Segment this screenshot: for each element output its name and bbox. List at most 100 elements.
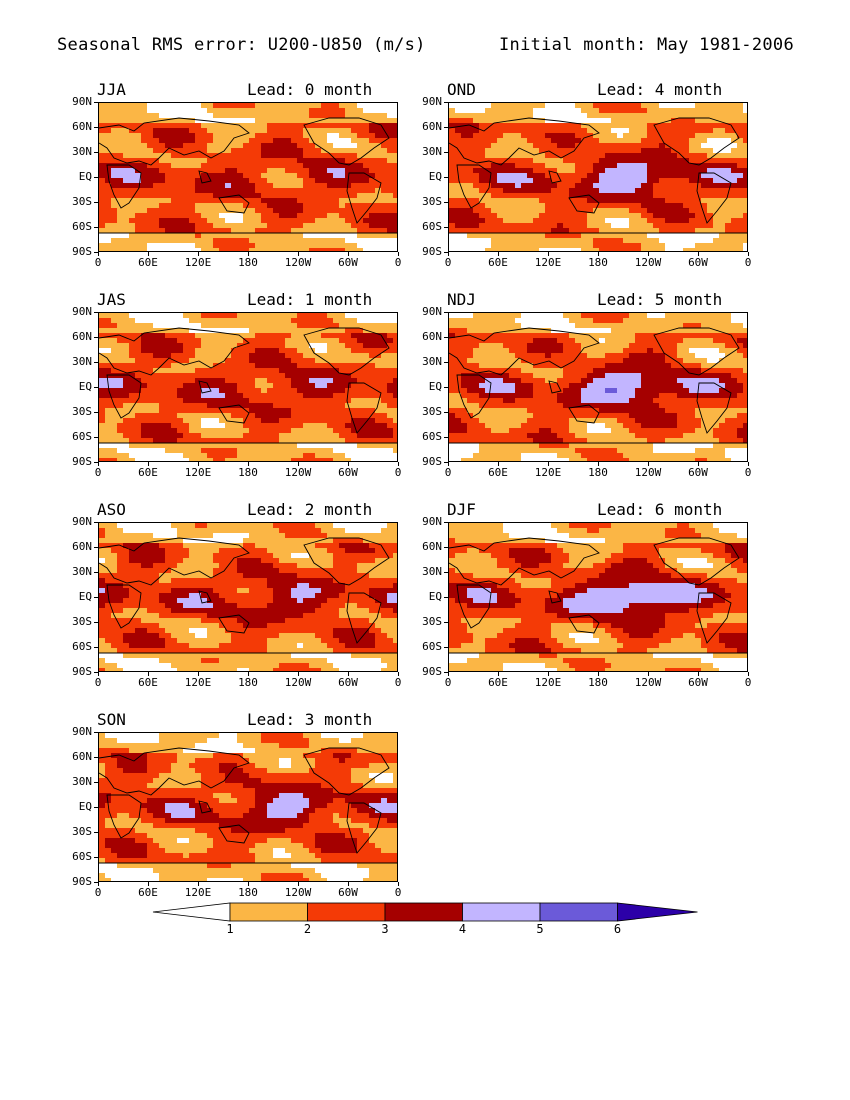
lat-tick-label: 60N [422,540,442,553]
lon-tick-mark [598,672,599,676]
lon-tick-mark [148,462,149,466]
panel-season-label: DJF [447,500,476,519]
lon-tick-label: 60E [138,886,158,899]
lon-tick-label: 0 [94,256,102,269]
lon-tick-mark [498,672,499,676]
lat-tick-label: 90N [72,305,92,318]
lat-tick-label: 30S [422,195,442,208]
error-field-map [449,103,747,251]
lat-tick-label: 30S [72,825,92,838]
lat-tick-mark [94,437,98,438]
panel-lead-label: Lead: 4 month [597,80,723,99]
panel-season-label: NDJ [447,290,476,309]
panel-season-label: JAS [97,290,126,309]
lat-tick-mark [444,177,448,178]
lon-tick-label: 0 [744,466,752,479]
lon-tick-mark [98,882,99,886]
lon-tick-mark [348,462,349,466]
lon-tick-mark [648,672,649,676]
panel-lead-label: Lead: 3 month [247,710,373,729]
lon-tick-mark [748,672,749,676]
lat-tick-mark [94,832,98,833]
lon-tick-mark [548,252,549,256]
lon-tick-mark [398,672,399,676]
lon-tick-mark [498,462,499,466]
lat-tick-mark [94,647,98,648]
panel-lead-label: Lead: 2 month [247,500,373,519]
lat-tick-mark [444,102,448,103]
lat-tick-label: 90N [72,515,92,528]
lon-tick-label: 180 [238,466,258,479]
lat-tick-mark [94,102,98,103]
lat-tick-mark [444,252,448,253]
map-panel: NDJ Lead: 5 month 90N 60N 30N EQ 30S 60S 90S 0 60E… [400,290,752,492]
lat-tick-mark [444,522,448,523]
colorbar-bar [152,902,698,922]
lon-tick-mark [648,252,649,256]
lat-tick-label: EQ [78,800,92,813]
error-field-map [449,523,747,671]
lon-tick-mark [448,252,449,256]
lon-tick-mark [148,252,149,256]
lat-tick-label: 60S [422,430,442,443]
lon-tick-mark [498,252,499,256]
lon-tick-label: 60E [138,256,158,269]
lon-tick-mark [148,882,149,886]
lat-tick-mark [94,732,98,733]
lat-tick-label: 90S [422,455,442,468]
lat-tick-mark [94,622,98,623]
lat-tick-mark [94,807,98,808]
lon-tick-label: 0 [444,466,452,479]
panel-season-label: OND [447,80,476,99]
lon-tick-label: 0 [394,466,402,479]
lon-tick-label: 180 [588,466,608,479]
figure-title: Seasonal RMS error: U200-U850 (m/s) [57,35,426,55]
lat-tick-mark [94,757,98,758]
lat-tick-mark [94,202,98,203]
lon-tick-label: 0 [94,676,102,689]
colorbar-tick-label: 5 [536,922,544,936]
lon-tick-mark [298,882,299,886]
lat-tick-mark [444,387,448,388]
lat-tick-mark [444,312,448,313]
lat-tick-label: 30N [72,565,92,578]
lat-tick-mark [94,252,98,253]
panel-lead-label: Lead: 5 month [597,290,723,309]
colorbar-segment [539,902,618,922]
lon-tick-mark [198,462,199,466]
lat-tick-label: 30N [422,565,442,578]
lat-tick-mark [444,622,448,623]
error-field-map [99,733,397,881]
lat-tick-mark [444,152,448,153]
map-plot-area [98,522,398,672]
lat-tick-mark [94,522,98,523]
lon-tick-mark [448,462,449,466]
panel-lead-label: Lead: 1 month [247,290,373,309]
lon-tick-label: 180 [588,676,608,689]
lat-tick-mark [444,672,448,673]
lat-tick-label: 90S [72,665,92,678]
map-plot-area [98,732,398,882]
lon-tick-mark [348,672,349,676]
lat-tick-mark [94,672,98,673]
lat-tick-label: 60S [72,850,92,863]
lat-tick-label: 90N [72,95,92,108]
lon-tick-mark [398,462,399,466]
lat-tick-label: 90N [422,515,442,528]
lon-tick-label: 60W [338,256,358,269]
lat-tick-mark [444,647,448,648]
lat-tick-label: EQ [78,170,92,183]
lat-tick-label: 90N [72,725,92,738]
lon-tick-mark [348,252,349,256]
lat-tick-label: EQ [428,590,442,603]
lon-tick-label: 120W [284,676,312,689]
lon-tick-label: 60E [488,676,508,689]
lon-tick-mark [448,672,449,676]
lon-tick-mark [398,882,399,886]
lon-tick-mark [148,672,149,676]
lon-tick-label: 60W [688,256,708,269]
lon-tick-label: 60E [138,676,158,689]
lat-tick-label: EQ [428,380,442,393]
lat-tick-label: 30S [72,405,92,418]
lon-tick-label: 120W [634,466,662,479]
